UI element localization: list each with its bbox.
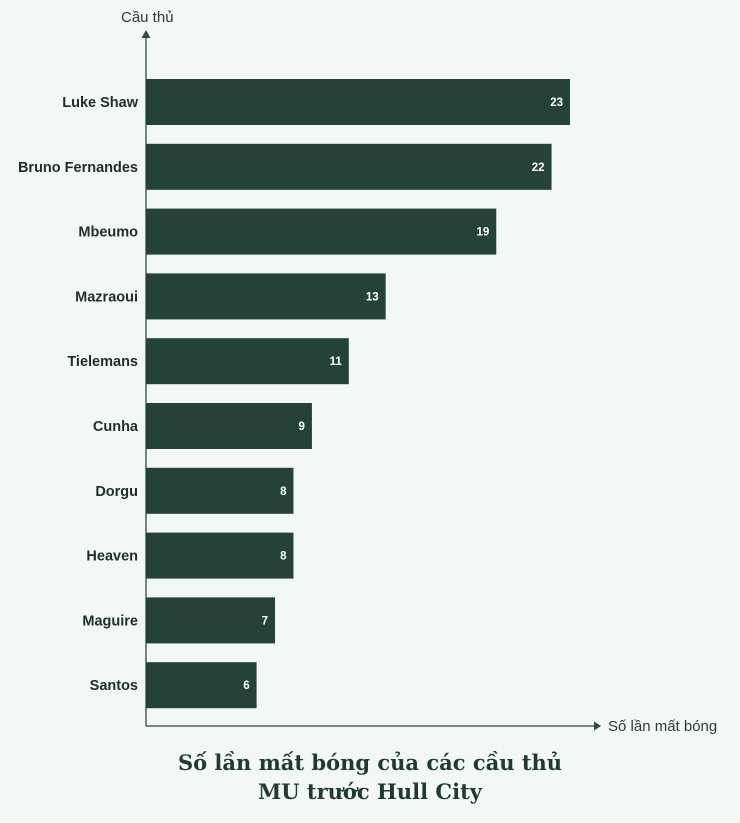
category-label-mbeumo: Mbeumo [78,225,138,241]
category-label-heaven: Heaven [86,549,138,565]
bar-cunha [146,403,312,449]
bar-maguire [146,597,276,644]
bar-mazraoui [146,273,386,320]
data-label-mbeumo: 19 [476,227,489,239]
data-label-heaven: 8 [280,551,287,563]
category-label-cunha: Cunha [93,419,139,435]
bar-heaven [146,532,294,579]
y-axis-title: Cầu thủ [121,9,174,26]
x-axis-title: Số lần mất bóng [608,718,717,735]
bar-tielemans [146,338,349,385]
bar-santos [146,662,257,709]
bar-luke-shaw [146,79,570,125]
category-label-luke-shaw: Luke Shaw [62,95,138,111]
chart-title: Số lần mất bóng của các cầu thủ MU trước… [0,748,740,806]
category-labels-group: Luke Shaw Bruno Fernandes Mbeumo Mazraoui Ti… [18,95,139,694]
y-axis-arrow [141,30,151,38]
data-label-mazraoui: 13 [366,291,379,303]
category-label-mazraoui: Mazraoui [75,289,138,305]
bar-bruno-fernandes [146,143,552,190]
chart-title-line-2: MU trước Hull City [258,779,482,804]
bar-dorgu [146,467,294,514]
data-label-dorgu: 8 [280,486,287,498]
category-label-maguire: Maguire [82,613,138,629]
category-label-dorgu: Dorgu [95,484,138,500]
bar-mbeumo [146,208,497,255]
data-label-cunha: 9 [299,421,305,433]
data-labels-group: 23 22 19 13 11 9 8 8 7 6 [243,97,563,692]
chart-title-line-1: Số lần mất bóng của các cầu thủ [177,750,563,775]
data-label-tielemans: 11 [330,356,343,368]
x-axis-arrow [594,721,601,731]
data-label-santos: 6 [243,680,249,692]
data-label-luke-shaw: 23 [550,97,563,109]
category-label-bruno-fernandes: Bruno Fernandes [18,160,138,176]
bars-group [146,79,570,709]
data-label-bruno-fernandes: 22 [532,162,545,174]
category-label-tielemans: Tielemans [67,354,138,370]
category-label-santos: Santos [90,678,138,694]
data-label-maguire: 7 [262,615,268,627]
